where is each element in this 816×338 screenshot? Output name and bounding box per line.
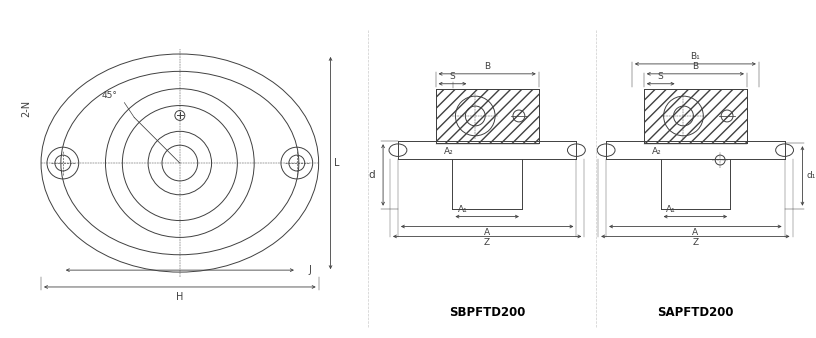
Text: A: A [484,228,490,238]
Text: Z: Z [692,238,698,247]
Text: S: S [450,72,455,81]
Text: Z: Z [484,238,490,247]
Text: A₂: A₂ [444,147,454,156]
Bar [644,89,747,143]
Text: d: d [369,170,375,180]
Text: SAPFTD200: SAPFTD200 [657,306,734,319]
Bar [436,89,539,143]
Text: d₁: d₁ [806,171,816,180]
Text: B: B [692,62,698,71]
Text: 2-N: 2-N [21,100,31,117]
Text: A₁: A₁ [666,204,676,214]
Text: S: S [658,72,663,81]
Text: A₁: A₁ [458,204,468,214]
Text: L: L [335,158,340,168]
Text: H: H [176,292,184,302]
Text: A₂: A₂ [652,147,662,156]
Text: B: B [484,62,490,71]
Text: J: J [308,265,312,275]
Text: A: A [692,228,698,238]
Text: SBPFTD200: SBPFTD200 [449,306,526,319]
Text: 45°: 45° [101,91,118,100]
Text: B₁: B₁ [690,52,700,61]
